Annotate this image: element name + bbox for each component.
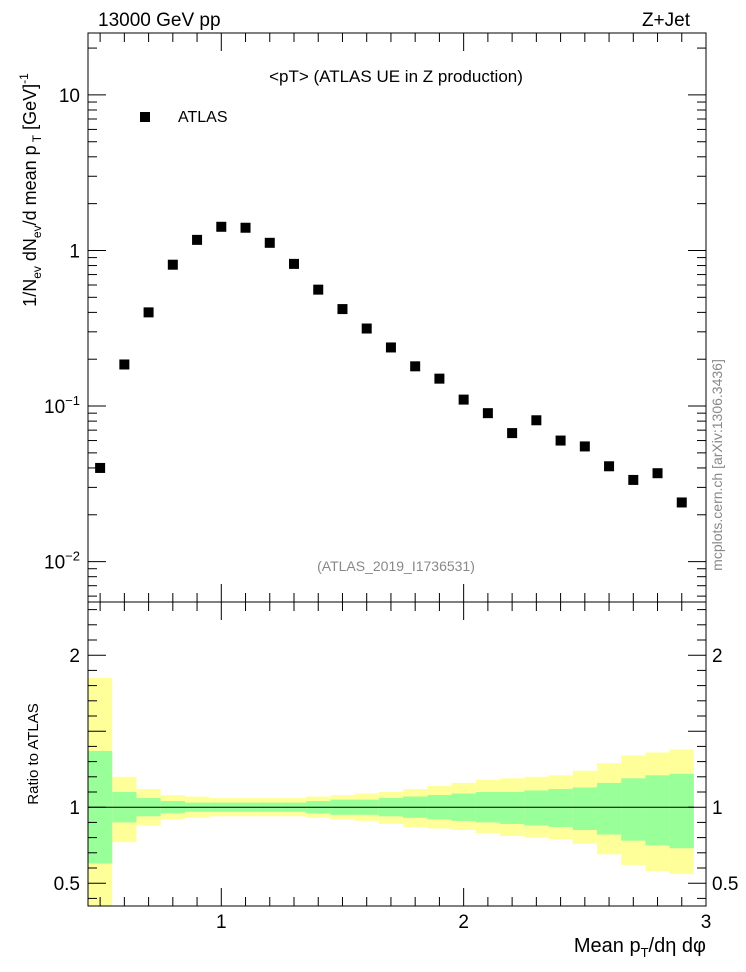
ratio-y-tick-label: 2: [69, 646, 80, 667]
ratio-inner-band-bin: [645, 775, 670, 846]
data-point-19: [531, 415, 542, 426]
x-tick-label: 2: [458, 912, 469, 933]
ratio-y-tick-label: 0.5: [54, 874, 80, 895]
data-point-24: [652, 468, 663, 479]
data-point-25: [676, 497, 687, 508]
data-point-11: [337, 304, 348, 315]
x-tick-label: 3: [701, 912, 712, 933]
ratio-plot-panel: 0.5 0.5 1 1 2 2 1 2 3 Ratio to ATLAS: [25, 601, 738, 933]
data-point-8: [264, 237, 275, 248]
svg-text:1/Nev dNev/d mean p T [GeV]-1: 1/Nev dNev/d mean p T [GeV]-1: [17, 73, 44, 307]
main-plot-marks: [95, 221, 687, 508]
ratio-y-tick-label: 1: [69, 798, 80, 819]
ratio-plot-marks: [88, 678, 694, 906]
data-point-18: [507, 428, 518, 439]
main-y-axis-label: 1/Nev dNev/d mean p T [GeV]-1: [17, 73, 44, 307]
ratio-inner-band-bin: [621, 778, 646, 841]
x-axis-label: Mean pT/dη dφ: [574, 935, 706, 960]
main-plot-ticks: 10−2 10−1 1 10: [44, 33, 707, 602]
main-y-tick-label: 10−1: [44, 393, 80, 418]
data-point-10: [313, 284, 324, 295]
data-point-17: [482, 408, 493, 419]
ratio-inner-band-bin: [669, 773, 694, 849]
data-point-16: [458, 394, 469, 405]
main-plot-panel: 10−2 10−1 1 10 <pT> (ATLAS UE in Z producti…: [17, 32, 707, 603]
data-point-4: [167, 259, 178, 270]
ratio-inner-band-bin: [548, 788, 573, 827]
main-y-tick-label: 10−2: [44, 549, 80, 574]
legend-label-atlas: ATLAS: [178, 109, 228, 126]
ratio-y-tick-label-right: 0.5: [712, 874, 738, 895]
data-point-15: [434, 373, 445, 384]
ratio-inner-band-bin: [572, 787, 597, 830]
data-point-1: [95, 462, 106, 473]
ratio-inner-band-bin: [500, 792, 525, 824]
ratio-y-tick-label-right: 2: [712, 646, 723, 667]
ratio-inner-band-bin: [596, 782, 622, 835]
data-point-23: [628, 474, 639, 485]
ratio-inner-band-bin: [524, 790, 549, 826]
data-point-21: [579, 441, 590, 452]
data-point-20: [555, 435, 566, 446]
header-right: Z+Jet: [642, 10, 691, 31]
data-point-6: [216, 221, 227, 232]
data-point-7: [240, 222, 251, 233]
ratio-y-tick-label-right: 1: [712, 798, 723, 819]
ratio-y-axis-label: Ratio to ATLAS: [25, 703, 42, 804]
mcplots-source-label: mcplots.cern.ch [arXiv:1306.3436]: [709, 359, 725, 571]
main-plot-title: <pT> (ATLAS UE in Z production): [269, 67, 523, 86]
legend-marker-atlas: [140, 112, 150, 122]
data-point-2: [119, 359, 130, 370]
data-point-22: [604, 461, 615, 472]
data-point-3: [143, 307, 154, 318]
main-y-tick-label: 10: [59, 86, 80, 107]
ratio-plot-frame: [87, 601, 707, 907]
data-point-13: [385, 342, 396, 353]
data-point-14: [410, 361, 421, 372]
header-left: 13000 GeV pp: [98, 10, 221, 31]
data-point-12: [361, 323, 372, 334]
x-tick-label: 1: [216, 912, 227, 933]
analysis-id-label: (ATLAS_2019_I1736531): [317, 558, 475, 574]
data-point-9: [289, 258, 299, 269]
data-point-5: [192, 234, 203, 245]
main-y-tick-label: 1: [69, 241, 80, 262]
